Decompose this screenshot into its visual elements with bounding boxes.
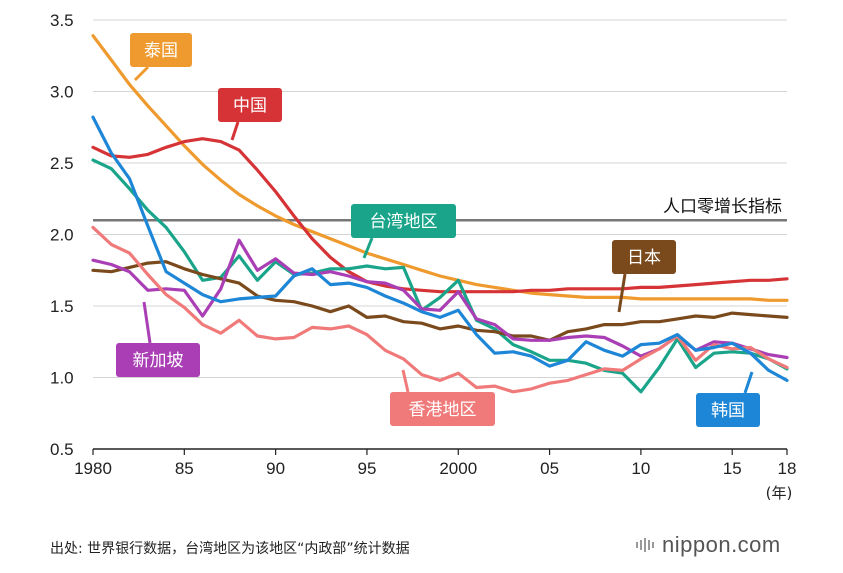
series-label-box [351, 204, 456, 238]
x-tick-label: 85 [175, 459, 194, 478]
source-note: 出处: 世界银行数据，台湾地区为该地区“内政部”统计数据 [50, 541, 410, 557]
series-line [91, 225, 789, 394]
y-tick-label: 1.5 [50, 297, 74, 316]
series-line [91, 34, 789, 302]
x-tick-label: 2000 [439, 459, 477, 478]
series-label: 日本 [627, 248, 661, 268]
x-tick-label: 10 [631, 459, 650, 478]
series-label: 台湾地区 [370, 212, 438, 232]
series-label-box [696, 393, 760, 427]
x-tick-label: 1980 [74, 459, 112, 478]
series-line [91, 115, 789, 382]
series-label: 泰国 [144, 41, 178, 61]
series-label: 新加坡 [133, 351, 184, 371]
series-line [91, 260, 789, 342]
reference-line-label: 人口零增长指标 [663, 197, 782, 217]
y-tick-label: 0.5 [50, 440, 74, 459]
series-line [91, 158, 789, 394]
series-label: 韩国 [711, 401, 745, 421]
series-label-box [116, 343, 200, 377]
x-axis-unit: (年) [766, 484, 793, 502]
brand-name: nippon.com [662, 532, 781, 557]
series-line [91, 137, 789, 294]
series-label-box [130, 33, 192, 67]
x-tick-label: 05 [540, 459, 559, 478]
series-label: 香港地区 [409, 400, 477, 420]
label-pointer [133, 65, 150, 82]
axes: 0.5 1.0 1.5 2.0 2.5 3.0 3.5 1980 85 90 95 2000 05 10 1… [50, 11, 796, 502]
x-tick-label: 90 [266, 459, 285, 478]
x-tick-label: 18 [778, 459, 797, 478]
label-pointer [362, 237, 374, 259]
y-tick-label: 3.0 [50, 83, 74, 102]
series-lines [91, 34, 789, 394]
label-pointer [401, 369, 410, 393]
label-pointer [230, 121, 240, 141]
x-tick-label: 95 [357, 459, 376, 478]
y-tick-label: 3.5 [50, 11, 74, 30]
y-tick-label: 2.5 [50, 154, 74, 173]
label-pointer [617, 273, 627, 313]
brand-logo: nippon.com [636, 530, 781, 560]
series-label: 中国 [233, 96, 267, 116]
y-tick-label: 2.0 [50, 226, 74, 245]
series-label-box [218, 88, 282, 122]
x-tick-label: 15 [723, 459, 742, 478]
nippon-logo-icon [636, 538, 654, 552]
series-label-box [390, 392, 495, 426]
label-pointer [743, 371, 754, 394]
series-label-box [612, 240, 676, 274]
y-tick-label: 1.0 [50, 369, 74, 388]
label-pointer [142, 301, 152, 344]
